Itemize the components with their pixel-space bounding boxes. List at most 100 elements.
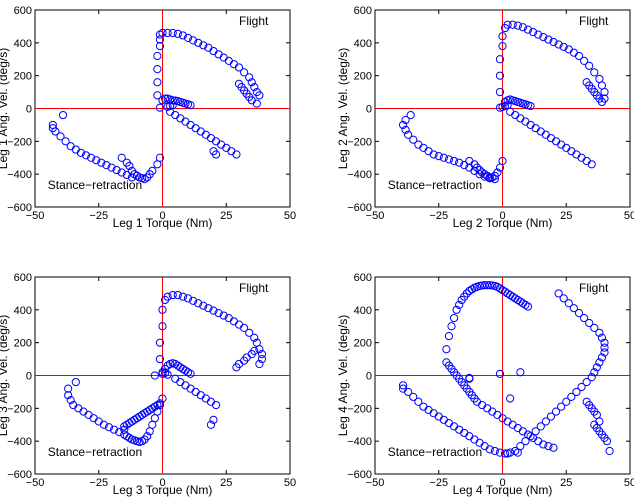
data-point [503,101,512,110]
x-tick-label: 25 [220,477,232,489]
data-point [183,33,193,43]
data-point [554,40,563,49]
data-point [204,304,213,313]
data-point [508,20,517,29]
y-axis-label: Leg 3 Ang. Vel. (deg/s) [0,315,10,436]
data-point [173,29,182,38]
data-point [153,65,162,74]
data-point [513,423,522,433]
data-point [439,153,448,162]
x-axis-label: Leg 4 Torque (Nm) [453,483,553,497]
data-point [462,289,471,298]
data-point [64,391,73,400]
data-point [544,35,553,44]
data-point [112,165,121,175]
data-point [71,377,80,387]
data-point [444,419,454,428]
data-point [245,328,254,337]
data-point [429,409,438,418]
data-point [158,28,167,38]
data-point [71,145,80,154]
data-point [158,394,167,403]
x-tick-label: 50 [624,477,634,489]
data-point [577,382,586,392]
data-point [592,363,601,372]
data-point [148,166,157,175]
data-point [196,127,205,136]
data-point [419,402,428,411]
data-point [600,338,609,347]
data-point [536,127,545,136]
y-tick-label: 0 [26,104,32,116]
data-point [493,410,502,419]
data-point [536,422,545,431]
data-point [485,281,494,290]
data-point [503,417,512,426]
data-point [89,414,98,423]
data-point [498,32,507,41]
data-point [557,402,566,411]
data-point [541,130,550,139]
data-point [153,400,162,410]
data-point [153,91,162,100]
data-point [240,68,249,77]
data-point [506,448,515,457]
data-point [224,56,233,65]
data-point [219,311,228,320]
data-point [87,153,96,162]
data-point [414,397,423,406]
data-point [523,302,533,311]
data-point [582,78,591,87]
data-point [234,63,244,72]
data-point [186,384,195,393]
data-point [597,333,607,342]
data-point [155,354,165,364]
flight-annotation: Flight [239,14,269,28]
y-tick-label: −400 [7,169,32,181]
data-point [176,363,185,372]
data-point [539,440,548,449]
data-point [434,152,443,161]
data-point [153,51,162,61]
data-point [168,290,177,300]
data-point [585,318,594,328]
y-tick-label: −200 [347,136,372,148]
data-point [498,156,507,166]
data-point [595,328,604,337]
data-point [209,46,218,56]
flight-annotation: Flight [579,14,609,28]
subplot-4: −50 −25 0 25 50 −600 −400 −200 0 200 400 600 Flight S… [336,272,634,497]
data-point [229,60,238,69]
data-point [467,285,476,294]
data-point [51,127,60,136]
data-point [171,374,180,383]
y-tick-label: −600 [7,469,32,481]
data-point [219,53,228,62]
data-point [465,373,474,383]
data-point [511,446,520,456]
data-point [455,158,464,167]
y-tick-label: −600 [7,202,32,214]
data-point [577,153,586,162]
data-point [580,313,589,323]
data-point [521,300,530,310]
data-point [140,409,149,418]
data-point [475,165,484,175]
data-point [56,132,65,141]
data-point [551,407,561,416]
data-point [485,445,494,454]
y-tick-label: 0 [26,371,32,383]
data-point [257,354,267,364]
x-tick-label: 0 [499,210,505,222]
data-point [526,120,535,130]
data-point [255,345,264,354]
data-point [460,428,469,438]
data-point [569,48,579,57]
data-point [574,309,584,318]
data-point [168,101,177,110]
data-point [495,448,505,457]
data-point [229,317,238,326]
data-point [173,290,182,300]
data-point [138,437,147,446]
data-point [409,392,418,401]
